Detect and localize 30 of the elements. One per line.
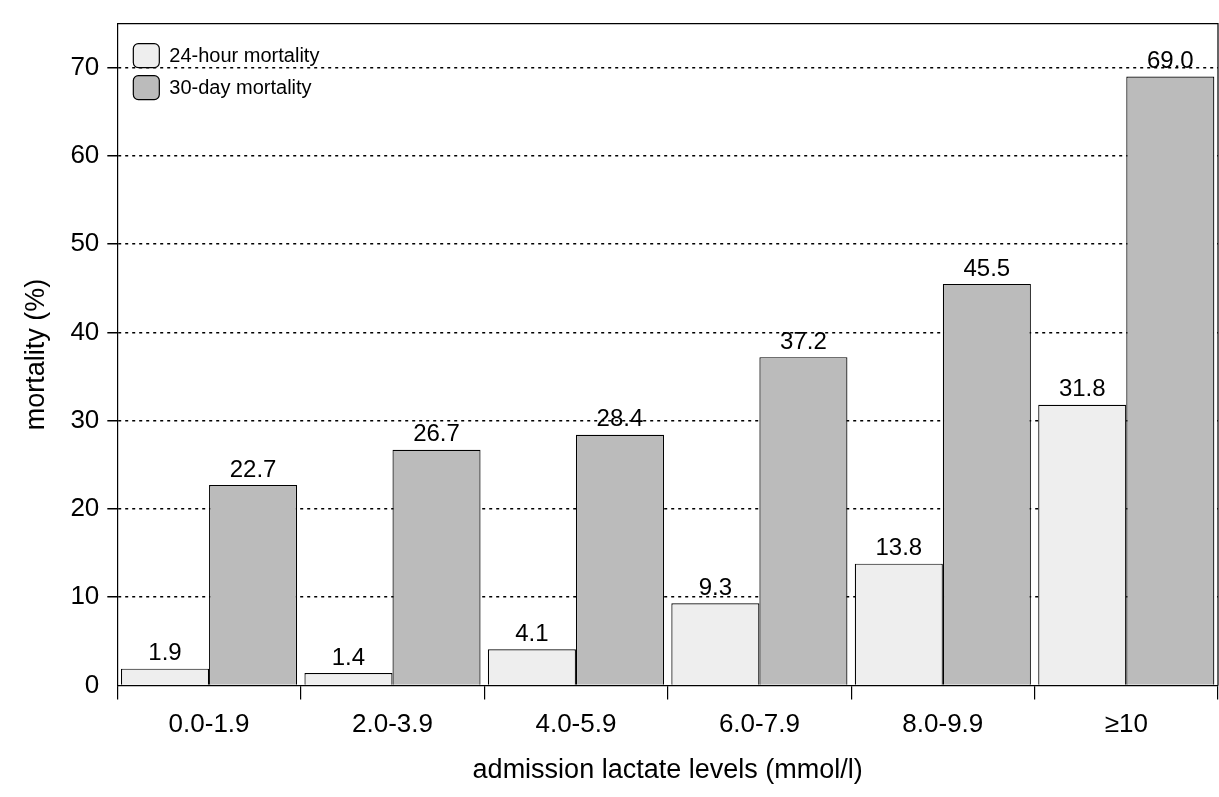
data-label: 37.2 — [780, 326, 827, 354]
y-tick-label: 30 — [70, 403, 100, 434]
y-tick-label: 20 — [70, 492, 100, 523]
y-tick-label: 40 — [70, 315, 100, 346]
data-label: 26.7 — [413, 419, 460, 447]
x-tick-label: 8.0-9.9 — [902, 708, 984, 739]
x-axis-title: admission lactate levels (mmol/l) — [472, 754, 863, 785]
y-tick-label: 50 — [70, 227, 100, 258]
legend-label: 30-day mortality — [169, 76, 312, 99]
data-label: 1.9 — [148, 638, 182, 666]
data-label: 13.8 — [875, 533, 923, 561]
data-label: 45.5 — [963, 253, 1011, 281]
x-tick-label: ≥10 — [1104, 708, 1148, 739]
x-tick-label: 2.0-3.9 — [352, 708, 433, 739]
data-label: 9.3 — [698, 572, 733, 600]
data-label: 1.4 — [331, 642, 366, 670]
data-label: 69.0 — [1146, 46, 1194, 74]
data-label: 4.1 — [515, 618, 549, 646]
y-tick-label: 70 — [70, 50, 100, 81]
y-tick-label: 10 — [70, 580, 100, 611]
y-axis-title: mortality (%) — [19, 278, 50, 431]
x-tick-label: 4.0-5.9 — [535, 708, 617, 739]
data-label: 31.8 — [1058, 374, 1106, 402]
data-label: 22.7 — [229, 454, 277, 482]
y-tick-label: 60 — [70, 139, 100, 170]
y-tick-label: 0 — [84, 668, 100, 699]
x-tick-label: 0.0-1.9 — [168, 708, 250, 739]
x-tick-label: 6.0-7.9 — [718, 708, 800, 739]
legend-label: 24-hour mortality — [169, 44, 320, 67]
data-label: 28.4 — [596, 404, 644, 432]
